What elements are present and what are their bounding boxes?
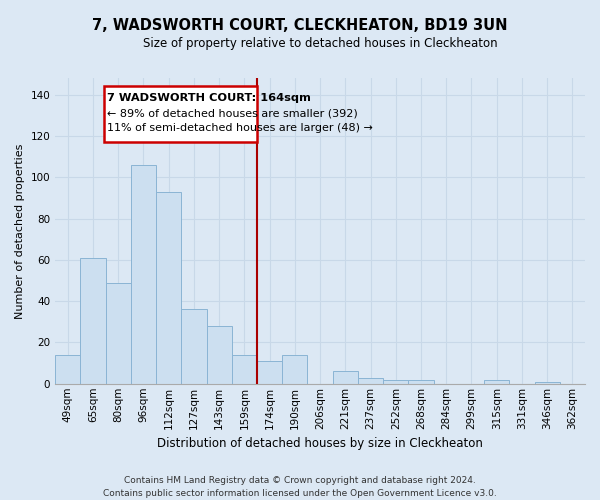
Bar	[156, 192, 181, 384]
Bar	[104, 86, 257, 142]
Bar	[358, 378, 383, 384]
Text: Contains HM Land Registry data © Crown copyright and database right 2024.
Contai: Contains HM Land Registry data © Crown c…	[103, 476, 497, 498]
Bar	[332, 372, 358, 384]
Bar	[484, 380, 509, 384]
Bar	[383, 380, 409, 384]
Bar	[282, 355, 307, 384]
Bar	[55, 355, 80, 384]
Bar	[181, 310, 206, 384]
X-axis label: Distribution of detached houses by size in Cleckheaton: Distribution of detached houses by size …	[157, 437, 483, 450]
Bar	[131, 165, 156, 384]
Text: ← 89% of detached houses are smaller (392): ← 89% of detached houses are smaller (39…	[107, 108, 358, 118]
Text: 11% of semi-detached houses are larger (48) →: 11% of semi-detached houses are larger (…	[107, 124, 373, 134]
Bar	[535, 382, 560, 384]
Text: 7 WADSWORTH COURT: 164sqm: 7 WADSWORTH COURT: 164sqm	[107, 92, 311, 102]
Bar	[232, 355, 257, 384]
Bar	[206, 326, 232, 384]
Bar	[80, 258, 106, 384]
Y-axis label: Number of detached properties: Number of detached properties	[15, 143, 25, 318]
Text: 7, WADSWORTH COURT, CLECKHEATON, BD19 3UN: 7, WADSWORTH COURT, CLECKHEATON, BD19 3U…	[92, 18, 508, 32]
Bar	[106, 282, 131, 384]
Bar	[409, 380, 434, 384]
Title: Size of property relative to detached houses in Cleckheaton: Size of property relative to detached ho…	[143, 38, 497, 51]
Bar	[257, 361, 282, 384]
